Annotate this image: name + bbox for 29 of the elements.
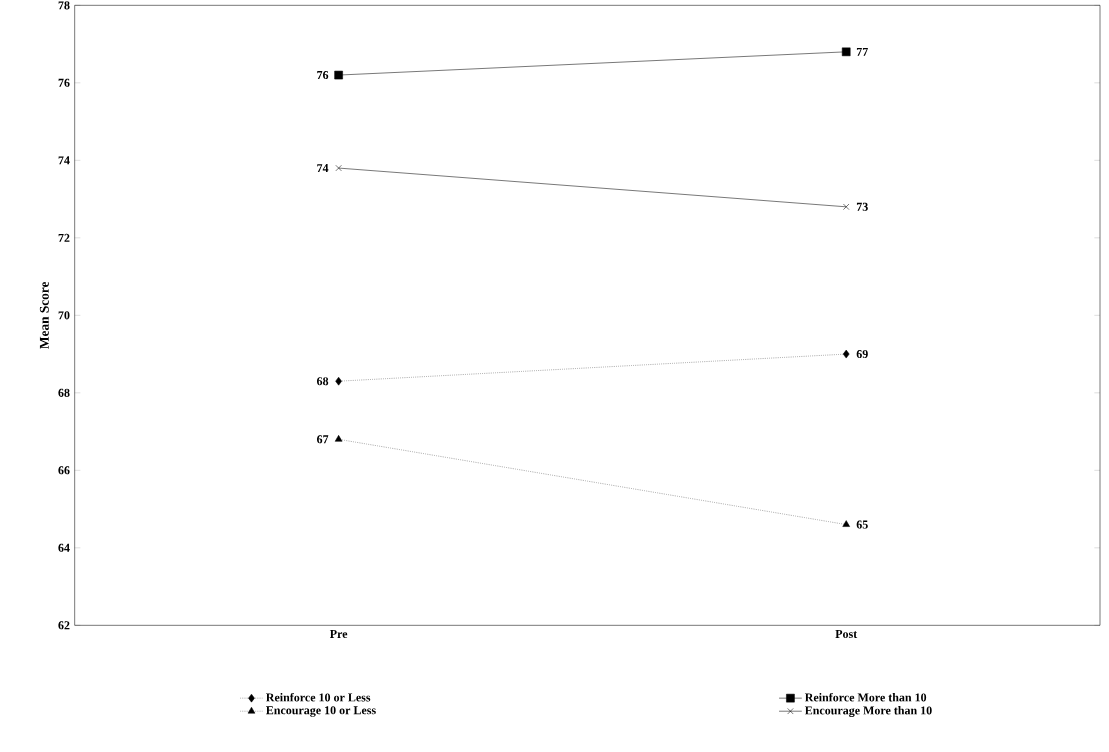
point xyxy=(335,164,342,172)
x-tick-label: Pre xyxy=(329,630,348,638)
data-label: 74 xyxy=(317,164,329,173)
y-tick-label: 64 xyxy=(58,543,70,552)
y-tick-label: 74 xyxy=(58,156,70,165)
x-tick-label: Post xyxy=(835,630,858,639)
data-label: 67 xyxy=(317,435,329,444)
data-label: 76 xyxy=(317,71,329,80)
data-label: 77 xyxy=(856,47,868,56)
point xyxy=(334,70,343,80)
y-tick-label: 72 xyxy=(58,233,70,242)
legend-label: Reinforce 10 or Less xyxy=(266,692,371,702)
point xyxy=(843,203,850,210)
data-label: 69 xyxy=(856,350,868,359)
y-tick-label: 78 xyxy=(58,1,70,10)
y-axis-title: Mean Score xyxy=(39,281,49,349)
data-label: 68 xyxy=(317,377,329,386)
legend-label: Reinforce More than 10 xyxy=(804,692,927,702)
y-tick-label: 76 xyxy=(58,78,70,87)
y-tick-label: 66 xyxy=(58,466,70,475)
data-label: 73 xyxy=(856,202,868,211)
data-label: 65 xyxy=(856,520,868,529)
legend-label: Encourage 10 or Less xyxy=(266,706,376,717)
y-tick-label: 68 xyxy=(58,388,70,397)
y-tick-label: 70 xyxy=(58,311,70,320)
point xyxy=(842,349,850,359)
point xyxy=(841,47,851,57)
y-tick-label: 62 xyxy=(58,621,70,630)
legend-label: Encourage More than 10 xyxy=(804,706,932,718)
